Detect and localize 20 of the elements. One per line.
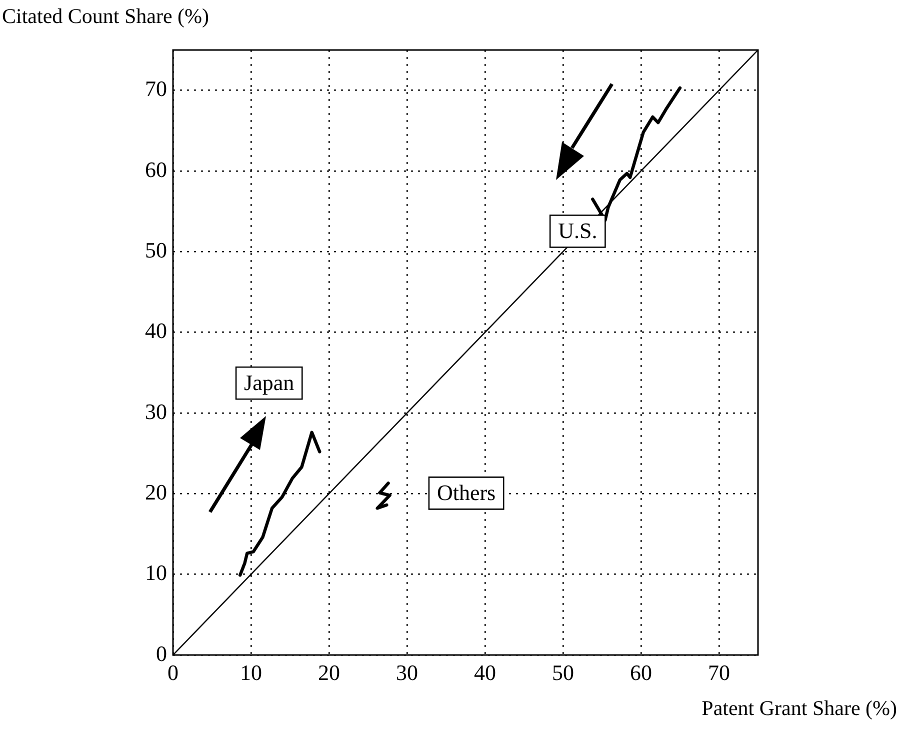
x-tick-label: 30 [396,660,418,685]
y-tick-label: 0 [156,640,167,666]
y-tick-label: 10 [145,560,167,586]
x-tick-label: 40 [474,660,496,685]
x-tick-label: 70 [708,660,730,685]
series-label: U.S. [558,218,598,244]
y-tick-label: 70 [145,76,167,102]
x-tick-label: 10 [240,660,262,685]
text: Others [436,480,496,505]
x-tick-label: 20 [318,660,340,685]
y-tick-label: 30 [145,398,167,424]
x-axis-title: Patent Grant Share (%) [702,696,897,721]
y-tick-label: 40 [145,318,167,344]
y-tick-label: 50 [145,237,167,262]
x-tick-label: 60 [630,660,652,685]
series-label: Japan [244,370,294,395]
x-tick-label: 50 [552,660,574,685]
y-tick-label: 20 [145,479,167,504]
y-tick-label: 60 [145,156,167,182]
y-axis-title: Citated Count Share (%) [2,4,210,29]
